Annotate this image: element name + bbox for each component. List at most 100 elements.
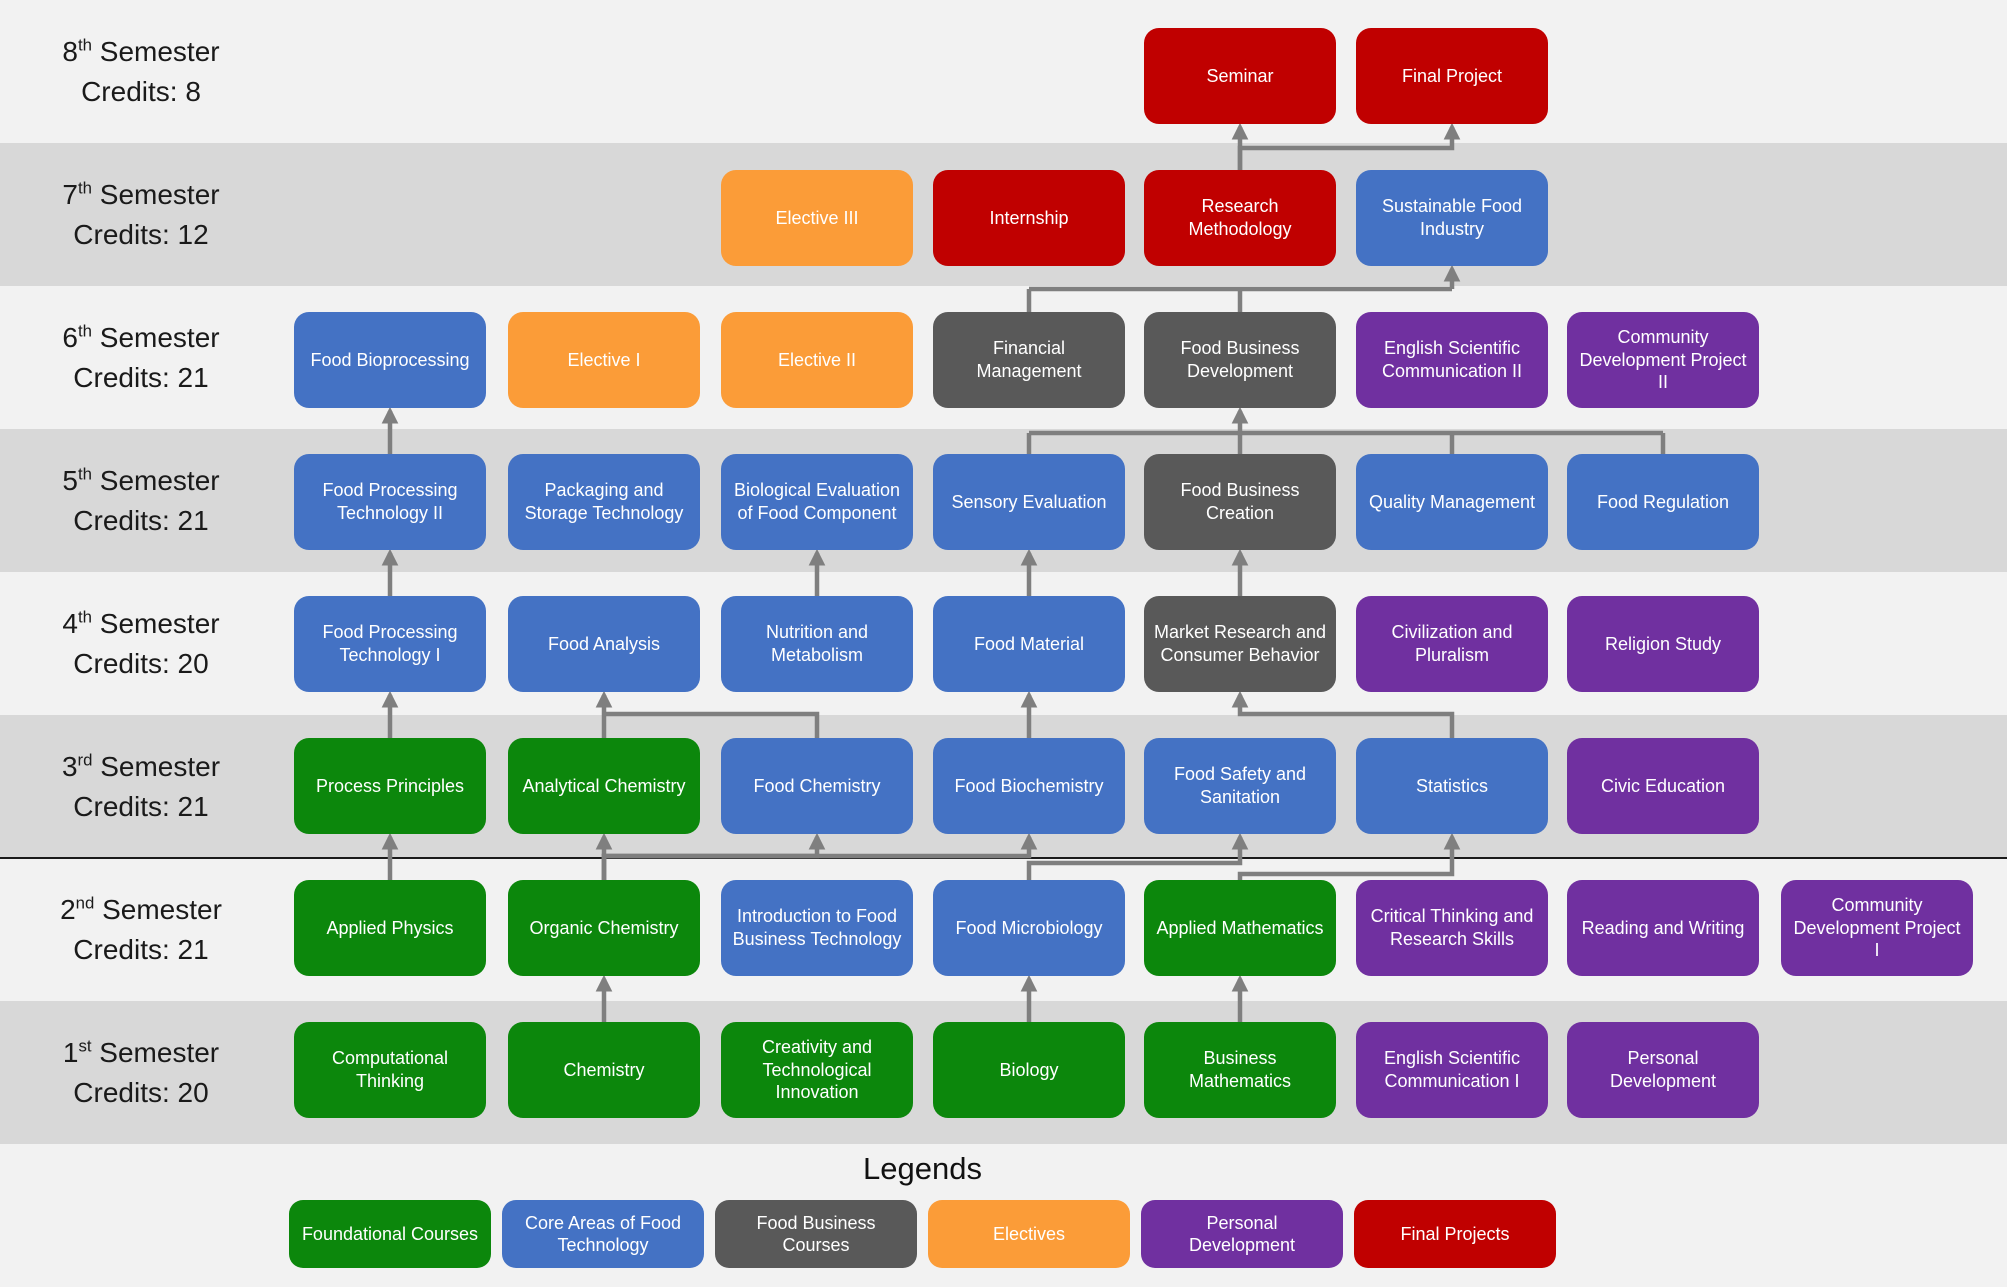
- course-label: Food Analysis: [547, 633, 661, 654]
- course-food-processing-technology-i: Food Processing Technology I: [294, 596, 486, 692]
- legend-item-foundational-courses: Foundational Courses: [289, 1200, 491, 1268]
- course-packaging-and-storage-technology: Packaging and Storage Technology: [508, 454, 700, 550]
- course-label: Food Safety and Sanitation: [1173, 764, 1307, 807]
- course-biological-evaluation-of-food-component: Biological Evaluation of Food Component: [721, 454, 913, 550]
- arrow-food-chemistry-to-food-analysis: [604, 711, 820, 738]
- course-elective-i: Elective I: [508, 312, 700, 408]
- semester-label-8: 8th Semester Credits: 8: [16, 0, 266, 143]
- legend-title: Legends: [863, 1151, 982, 1186]
- course-food-business-development: Food Business Development: [1144, 312, 1336, 408]
- course-biology: Biology: [933, 1022, 1125, 1118]
- course-label: Food Business Creation: [1180, 480, 1300, 523]
- course-seminar: Seminar: [1144, 28, 1336, 124]
- ordinal-suffix: rd: [77, 750, 93, 770]
- semester-number: 7: [62, 178, 78, 210]
- course-label: Research Methodology: [1188, 196, 1292, 239]
- course-label: Food Bioprocessing: [310, 349, 470, 370]
- course-food-chemistry: Food Chemistry: [721, 738, 913, 834]
- course-label: Chemistry: [563, 1059, 645, 1080]
- course-label: Final Project: [1401, 65, 1503, 86]
- course-label: Food Biochemistry: [954, 775, 1104, 796]
- course-computational-thinking: Computational Thinking: [294, 1022, 486, 1118]
- legend-item-label: Personal Development: [1188, 1212, 1296, 1256]
- course-nutrition-and-metabolism: Nutrition and Metabolism: [721, 596, 913, 692]
- ordinal-suffix: th: [77, 464, 92, 484]
- semester-credits: Credits: 21: [73, 504, 209, 536]
- semester-label-5: 5th Semester Credits: 21: [16, 429, 266, 572]
- course-market-research-and-consumer-behavior: Market Research and Consumer Behavior: [1144, 596, 1336, 692]
- course-label: Food Business Development: [1180, 338, 1300, 381]
- semester-number: 2: [60, 893, 76, 925]
- semester-label-6: 6th Semester Credits: 21: [16, 286, 266, 429]
- course-food-biochemistry: Food Biochemistry: [933, 738, 1125, 834]
- course-introduction-to-food-business-technology: Introduction to Food Business Technology: [721, 880, 913, 976]
- semester-number: 6: [62, 321, 78, 353]
- legend-item-personal-development: Personal Development: [1141, 1200, 1343, 1268]
- course-civilization-and-pluralism: Civilization and Pluralism: [1356, 596, 1548, 692]
- course-label: Applied Mathematics: [1156, 917, 1324, 938]
- course-label: Reading and Writing: [1581, 917, 1745, 938]
- legend-item-label: Electives: [992, 1223, 1066, 1244]
- semester-number: 3: [61, 750, 78, 782]
- course-label: Packaging and Storage Technology: [524, 480, 684, 523]
- semester-word: Semester: [99, 1036, 220, 1068]
- course-reading-and-writing: Reading and Writing: [1567, 880, 1759, 976]
- arrow-applied-mathematics-to-statistics: [1237, 832, 1461, 880]
- course-label: Organic Chemistry: [529, 917, 679, 938]
- course-label: Food Regulation: [1596, 491, 1730, 512]
- row-band-semester-8: [0, 0, 2007, 143]
- course-internship: Internship: [933, 170, 1125, 266]
- course-food-analysis: Food Analysis: [508, 596, 700, 692]
- course-label: Biology: [999, 1059, 1059, 1080]
- course-label: Elective II: [777, 349, 857, 370]
- semester-credits: Credits: 20: [73, 1076, 209, 1108]
- course-organic-chemistry: Organic Chemistry: [508, 880, 700, 976]
- course-label: Analytical Chemistry: [522, 775, 686, 796]
- course-label: Personal Development: [1609, 1048, 1717, 1091]
- course-label: Introduction to Food Business Technology: [732, 906, 902, 949]
- course-label: Critical Thinking and Research Skills: [1370, 906, 1534, 949]
- course-label: Financial Management: [976, 338, 1082, 381]
- course-english-scientific-communication-ii: English Scientific Communication II: [1356, 312, 1548, 408]
- course-label: Civilization and Pluralism: [1391, 622, 1513, 665]
- ordinal-suffix: th: [77, 178, 92, 198]
- ordinal-suffix: th: [77, 607, 92, 627]
- semester-word: Semester: [99, 321, 220, 353]
- course-label: Statistics: [1415, 775, 1489, 796]
- semester-credits: Credits: 12: [73, 218, 209, 250]
- course-label: Food Processing Technology I: [322, 622, 458, 665]
- arrow-statistics-to-market-research-and-consumer-behavior: [1231, 690, 1455, 738]
- arrow-food-microbiology-to-food-safety-and-sanitation: [1026, 832, 1249, 880]
- semester-label-1: 1st Semester Credits: 20: [16, 1001, 266, 1144]
- course-label: Quality Management: [1368, 491, 1536, 512]
- semester-number: 8: [62, 35, 78, 67]
- course-personal-development: Personal Development: [1567, 1022, 1759, 1118]
- ordinal-suffix: th: [77, 321, 92, 341]
- course-label: Food Processing Technology II: [322, 480, 458, 523]
- semester-credits: Credits: 21: [73, 933, 209, 965]
- course-food-microbiology: Food Microbiology: [933, 880, 1125, 976]
- semester-word: Semester: [99, 178, 220, 210]
- semester-label-2: 2nd Semester Credits: 21: [16, 858, 266, 1001]
- course-statistics: Statistics: [1356, 738, 1548, 834]
- legend-item-label: Food Business Courses: [756, 1212, 876, 1256]
- course-sustainable-food-industry: Sustainable Food Industry: [1356, 170, 1548, 266]
- course-label: Nutrition and Metabolism: [765, 622, 869, 665]
- semester-credits: Credits: 21: [73, 790, 209, 822]
- arrow-research-methodology-to-final-project: [1237, 122, 1461, 170]
- course-label: English Scientific Communication II: [1381, 338, 1523, 381]
- course-label: Civic Education: [1600, 775, 1726, 796]
- semester-word: Semester: [102, 893, 222, 925]
- legend-item-label: Core Areas of Food Technology: [524, 1212, 682, 1256]
- course-final-project: Final Project: [1356, 28, 1548, 124]
- course-label: Sensory Evaluation: [951, 491, 1107, 512]
- course-community-development-project-i: Community Development Project I: [1781, 880, 1973, 976]
- course-label: Market Research and Consumer Behavior: [1153, 622, 1327, 665]
- semester-number: 4: [62, 607, 78, 639]
- course-financial-management: Financial Management: [933, 312, 1125, 408]
- course-label: Food Chemistry: [753, 775, 881, 796]
- course-civic-education: Civic Education: [1567, 738, 1759, 834]
- course-business-mathematics: Business Mathematics: [1144, 1022, 1336, 1118]
